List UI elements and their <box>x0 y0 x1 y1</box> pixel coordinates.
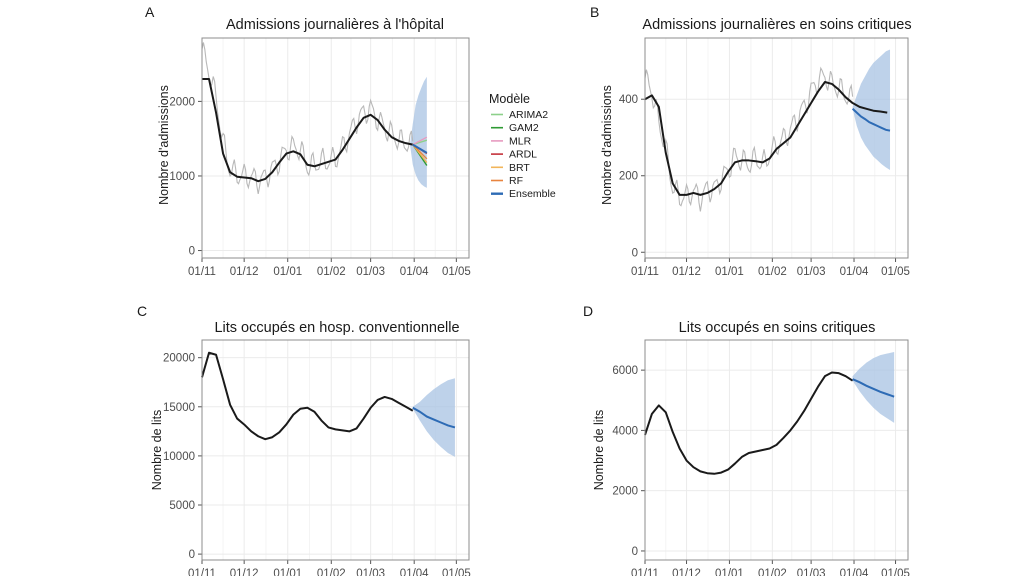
y-tick-label: 20000 <box>163 353 195 365</box>
plot-background <box>202 340 469 560</box>
legend-label-mlr: MLR <box>509 135 532 147</box>
y-tick-label: 2000 <box>612 486 638 498</box>
x-tick-label: 01/11 <box>631 266 659 278</box>
x-tick-label: 01/11 <box>188 568 216 576</box>
panel-b: 01/11 01/12 01/01 01/02 01/03 01/04 01/05 0 200 4… <box>590 4 912 278</box>
x-tick-label: 01/05 <box>881 568 910 576</box>
y-tick-label: 200 <box>619 171 638 183</box>
smoothed-trend-line <box>644 371 854 475</box>
chart-title: Lits occupés en soins critiques <box>679 320 876 336</box>
y-axis-label: Nombre d'admissions <box>600 85 614 205</box>
smoothed-trend-line <box>201 351 414 441</box>
legend-label-brt: BRT <box>509 162 530 174</box>
legend-label-arima2: ARIMA2 <box>509 109 548 121</box>
x-tick-label: 01/03 <box>797 568 826 576</box>
x-tick-label: 01/04 <box>840 568 869 576</box>
x-tick-label: 01/12 <box>672 266 701 278</box>
y-tick-label: 4000 <box>612 425 638 437</box>
y-tick-label: 0 <box>189 246 195 258</box>
y-tick-label: 400 <box>619 94 638 106</box>
x-tick-label: 01/01 <box>715 568 744 576</box>
legend-label-ardl: ARDL <box>509 149 537 161</box>
plot-border <box>644 37 909 259</box>
chart-title: Lits occupés en hosp. conventionnelle <box>214 320 459 336</box>
legend-title: Modèle <box>489 92 530 106</box>
smoothed-trend-line <box>202 78 413 183</box>
smoothed-trend-line <box>644 81 888 196</box>
forecast-line-ensemble <box>851 108 891 132</box>
y-tick-label: 6000 <box>612 365 638 377</box>
x-tick-label: 01/01 <box>273 568 302 576</box>
x-tick-label: 01/03 <box>356 568 385 576</box>
plot-background <box>202 38 469 258</box>
x-tick-label: 01/04 <box>400 266 429 278</box>
legend-label-rf: RF <box>509 175 523 187</box>
x-tick-label: 01/02 <box>758 568 787 576</box>
y-tick-label: 5000 <box>169 500 195 512</box>
x-tick-label: 01/02 <box>317 568 346 576</box>
x-tick-label: 01/03 <box>797 266 826 278</box>
chart-title: Admissions journalières à l'hôpital <box>226 17 444 33</box>
legend-label-ensemble: Ensemble <box>509 188 556 200</box>
plot-border <box>201 339 470 561</box>
forecast-line-ensemble <box>412 406 456 429</box>
x-tick-label: 01/01 <box>273 266 302 278</box>
y-tick-label: 0 <box>632 546 638 558</box>
x-tick-label: 01/05 <box>442 568 471 576</box>
panel-a: 01/11 01/12 01/01 01/02 01/03 01/04 01/05 0 1000… <box>145 4 471 278</box>
x-tick-label: 01/04 <box>400 568 429 576</box>
y-tick-label: 2000 <box>169 96 195 108</box>
panel-c: 01/11 01/12 01/01 01/02 01/03 01/04 01/05 0 5000… <box>137 303 471 576</box>
plot-border <box>201 37 470 259</box>
y-tick-label: 10000 <box>163 451 195 463</box>
observed-daily-series <box>201 42 414 195</box>
x-tick-label: 01/11 <box>631 568 659 576</box>
x-tick-label: 01/02 <box>758 266 787 278</box>
panel-letter: B <box>590 4 599 20</box>
x-tick-label: 01/12 <box>230 568 259 576</box>
x-tick-label: 01/12 <box>230 266 259 278</box>
forecast-line-ensemble <box>852 378 895 398</box>
legend-label-gam2: GAM2 <box>509 122 539 134</box>
panel-d: 01/11 01/12 01/01 01/02 01/03 01/04 01/05 0 2000… <box>583 303 910 576</box>
y-tick-label: 1000 <box>169 171 195 183</box>
x-tick-label: 01/02 <box>317 266 346 278</box>
panel-letter: A <box>145 4 155 20</box>
forecast-interval-band <box>412 378 455 457</box>
x-tick-label: 01/05 <box>881 266 910 278</box>
y-axis-label: Nombre d'admissions <box>157 85 171 205</box>
x-tick-label: 01/04 <box>840 266 869 278</box>
panel-letter: D <box>583 303 593 319</box>
forecast-interval-band <box>852 352 895 423</box>
panel-letter: C <box>137 303 147 319</box>
y-axis-label: Nombre de lits <box>150 410 164 491</box>
y-tick-label: 0 <box>189 549 195 561</box>
x-tick-label: 01/12 <box>672 568 701 576</box>
y-tick-label: 0 <box>632 247 638 259</box>
forecast-line-ensemble <box>412 143 428 154</box>
x-tick-label: 01/11 <box>188 266 216 278</box>
x-tick-label: 01/03 <box>356 266 385 278</box>
plot-border <box>644 339 909 561</box>
y-tick-label: 15000 <box>163 402 195 414</box>
y-axis-label: Nombre de lits <box>592 410 606 491</box>
forecast-line-mlr <box>412 136 428 146</box>
x-tick-label: 01/01 <box>715 266 744 278</box>
x-tick-label: 01/05 <box>442 266 471 278</box>
chart-title: Admissions journalières en soins critiqu… <box>642 17 911 33</box>
